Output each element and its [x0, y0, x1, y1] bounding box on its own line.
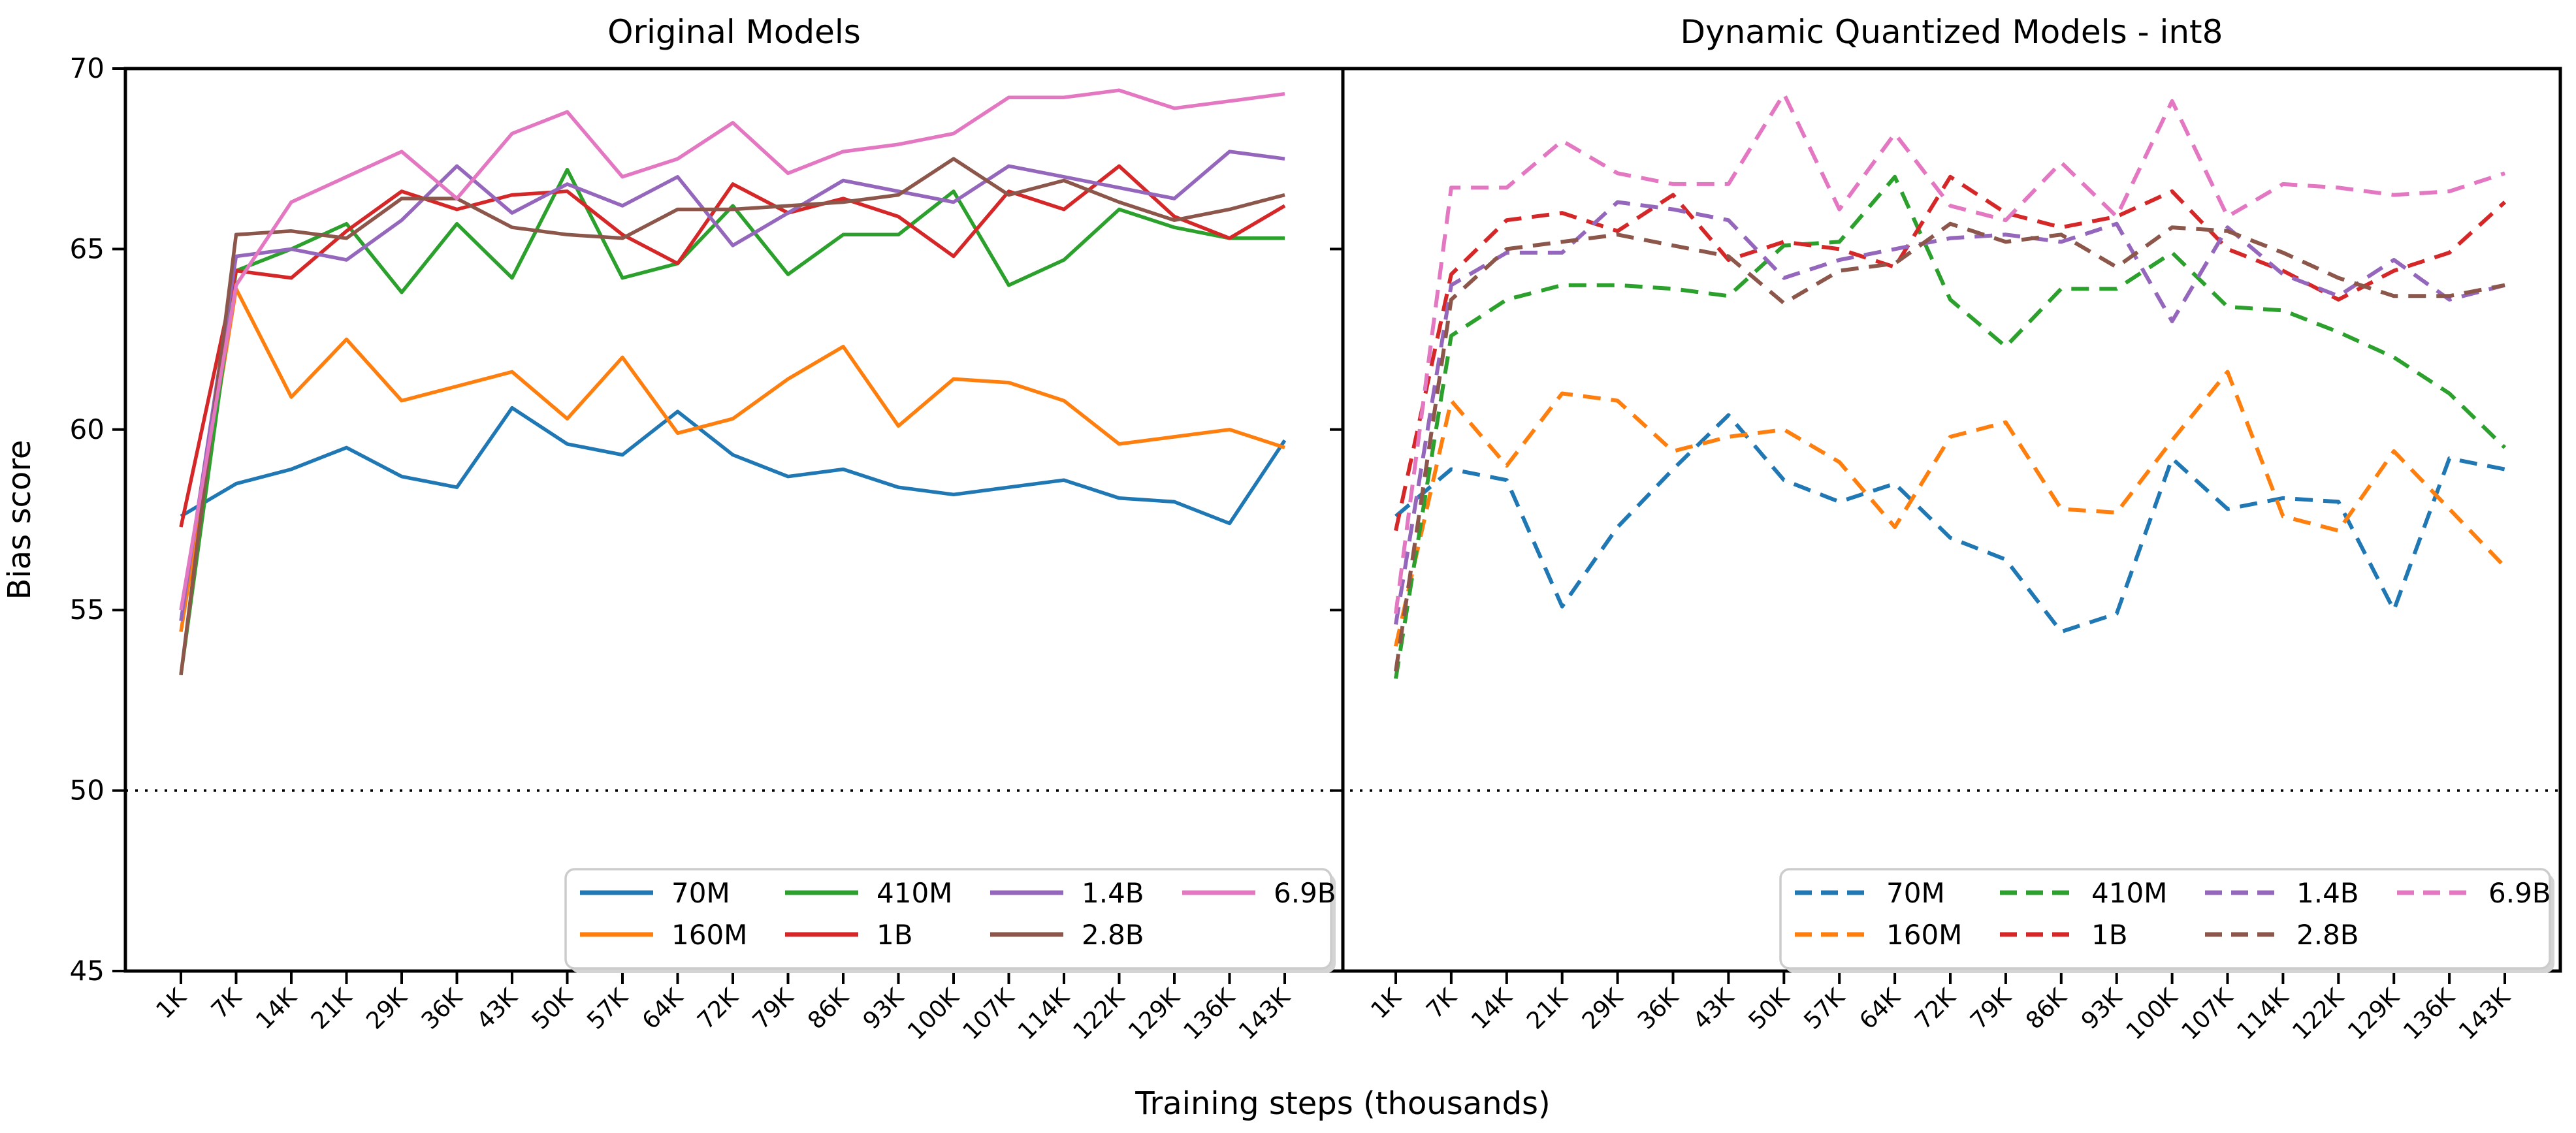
x-tick-label: 72K: [1910, 983, 1961, 1034]
x-tick-label: 43K: [472, 983, 523, 1034]
x-tick-label: 143K: [1234, 983, 1296, 1045]
y-tick-label: 65: [70, 232, 105, 264]
x-tick-label: 29K: [361, 983, 413, 1034]
x-tick-label: 143K: [2454, 983, 2516, 1045]
legend-label: 1B: [2091, 919, 2128, 951]
legend-label: 160M: [1886, 919, 1962, 951]
x-tick-label: 107K: [2177, 983, 2239, 1045]
x-tick-label: 57K: [582, 983, 634, 1034]
x-tick-label: 50K: [527, 983, 579, 1034]
x-tick-label: 72K: [692, 983, 744, 1034]
x-tick-label: 79K: [748, 983, 799, 1034]
series-line-1B-original: [179, 164, 1286, 528]
legend-label: 1.4B: [2296, 877, 2359, 909]
x-tick-label: 36K: [417, 983, 468, 1034]
series-line-2.8B-original: [179, 157, 1285, 676]
x-tick-label: 107K: [958, 983, 1020, 1045]
y-tick-label: 60: [70, 413, 105, 445]
series-line-70M-original: [180, 406, 1287, 526]
y-tick-label: 55: [70, 594, 105, 626]
series-line-1.4B-quantized: [1394, 200, 2505, 625]
x-tick-label: 100K: [903, 983, 965, 1045]
legend-label: 6.9B: [2488, 877, 2551, 909]
x-tick-label: 86K: [2021, 983, 2072, 1034]
series-line-70M-quantized: [1394, 413, 2505, 634]
x-tick-label: 64K: [1854, 983, 1906, 1034]
x-tick-label: 14K: [251, 983, 302, 1034]
legend-label: 2.8B: [1082, 919, 1144, 951]
series-line-160M-quantized: [1394, 370, 2507, 647]
panel-title: Original Models: [607, 13, 861, 51]
x-tick-label: 136K: [2398, 983, 2460, 1045]
x-tick-label: 100K: [2121, 983, 2183, 1045]
x-axis-label: Training steps (thousands): [1135, 1085, 1551, 1122]
x-tick-label: 79K: [1965, 983, 2017, 1034]
legend-label: 410M: [2091, 877, 2167, 909]
x-tick-label: 136K: [1179, 983, 1241, 1045]
x-tick-label: 21K: [1522, 983, 1573, 1034]
legend-label: 410M: [877, 877, 952, 909]
legend-box: [1779, 868, 2551, 970]
legend-label: 1.4B: [1082, 877, 1144, 909]
x-tick-label: 64K: [637, 983, 689, 1034]
x-tick-label: 14K: [1466, 983, 1518, 1034]
x-tick-label: 93K: [858, 983, 910, 1034]
x-tick-label: 129K: [1123, 983, 1185, 1045]
y-tick-label: 45: [70, 955, 105, 987]
series-line-1.4B-original: [179, 150, 1285, 622]
y-axis-label: Bias score: [1, 440, 38, 600]
series-line-6.9B-quantized: [1394, 91, 2505, 614]
x-tick-label: 36K: [1633, 983, 1684, 1034]
x-tick-label: 129K: [2343, 983, 2405, 1045]
x-tick-label: 1K: [151, 983, 192, 1024]
x-tick-label: 114K: [1013, 983, 1075, 1045]
x-tick-label: 122K: [2287, 983, 2349, 1045]
series-line-6.9B-original: [179, 88, 1285, 611]
legend-label: 6.9B: [1274, 877, 1336, 909]
x-tick-label: 43K: [1688, 983, 1740, 1034]
x-tick-label: 93K: [2076, 983, 2128, 1034]
legend-label: 70M: [1886, 877, 1945, 909]
legend-label: 2.8B: [2296, 919, 2359, 951]
series-line-2.8B-quantized: [1394, 221, 2505, 672]
x-tick-label: 57K: [1799, 983, 1850, 1034]
x-tick-label: 50K: [1744, 983, 1795, 1034]
legend-label: 70M: [671, 877, 730, 909]
legend-label: 1B: [877, 919, 913, 951]
legend-box: [564, 868, 1332, 970]
x-tick-label: 7K: [206, 983, 248, 1024]
x-tick-label: 114K: [2232, 983, 2294, 1045]
series-line-1B-quantized: [1394, 174, 2507, 532]
y-tick-label: 70: [70, 52, 105, 84]
y-tick-label: 50: [70, 774, 105, 806]
x-tick-label: 122K: [1069, 983, 1131, 1045]
x-tick-label: 86K: [803, 983, 854, 1034]
x-tick-label: 29K: [1577, 983, 1629, 1034]
legend-label: 160M: [671, 919, 747, 951]
x-tick-label: 1K: [1366, 983, 1407, 1024]
x-tick-label: 7K: [1421, 983, 1462, 1024]
series-line-160M-original: [179, 287, 1285, 632]
series-line-410M-quantized: [1394, 174, 2507, 679]
x-tick-label: 21K: [306, 983, 358, 1034]
panel-title: Dynamic Quantized Models - int8: [1681, 13, 2223, 51]
